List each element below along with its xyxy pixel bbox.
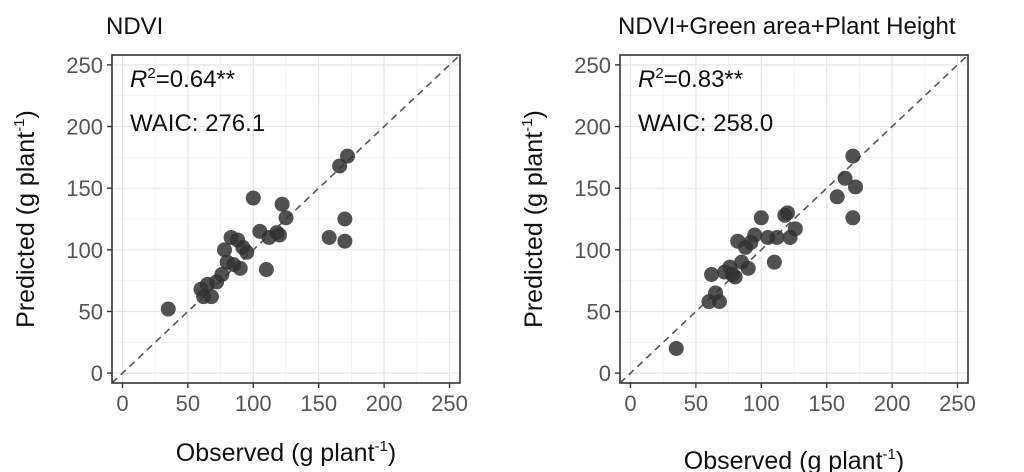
data-point [779,205,795,221]
x-tick-label: 200 [366,391,403,416]
data-point [339,148,355,164]
y-tick-label: 0 [599,361,611,386]
data-point [711,294,727,310]
data-point [160,301,176,317]
r2-annotation: R2=0.83** [638,65,743,93]
data-point [232,260,248,276]
y-tick-label: 100 [66,238,103,263]
y-tick-label: 200 [574,115,611,140]
waic-annotation: WAIC: 258.0 [638,110,773,137]
data-point [337,233,353,249]
data-point [787,221,803,237]
one-to-one-line [619,54,969,384]
x-tick-label: 250 [431,391,468,416]
x-tick-label: 100 [235,391,272,416]
x-tick-label: 100 [743,391,780,416]
y-axis-title: Predicted (g plant-1) [519,110,548,328]
data-point [845,148,861,164]
plot-frame [619,54,969,384]
data-point [845,210,861,226]
data-point [704,266,720,282]
data-point [766,254,782,270]
data-point [837,170,853,186]
x-axis-title: Observed (g plant-1) [176,438,396,467]
data-point [847,179,863,195]
y-tick-label: 100 [574,238,611,263]
x-tick-label: 0 [116,391,128,416]
x-axis-title: Observed (g plant-1) [684,446,904,472]
x-tick-label: 150 [300,391,337,416]
data-point [753,210,769,226]
y-tick-label: 250 [574,53,611,78]
y-tick-label: 200 [66,115,103,140]
x-tick-label: 0 [624,391,636,416]
data-point [271,227,287,243]
y-tick-label: 250 [66,53,103,78]
plot-frame [111,54,461,384]
x-tick-label: 200 [874,391,911,416]
data-point [214,266,230,282]
panel-title: NDVI+Green area+Plant Height [618,13,956,40]
data-point [245,190,261,206]
one-to-one-line [111,54,461,384]
data-point [747,227,763,243]
data-point [727,269,743,285]
panel-title: NDVI [106,13,163,40]
y-tick-label: 0 [91,361,103,386]
x-tick-label: 150 [808,391,845,416]
data-point [337,211,353,227]
data-point [239,244,255,260]
r2-annotation: R2=0.64** [130,65,235,93]
y-tick-label: 50 [587,299,611,324]
data-point [258,262,274,278]
data-point [829,189,845,205]
y-axis-title: Predicted (g plant-1) [11,110,40,328]
waic-annotation: WAIC: 276.1 [130,110,265,137]
data-point [203,289,219,305]
data-point [278,210,294,226]
panel-ndvi-green-area-plant-height: NDVI+Green area+Plant Height 0 50 100 150 20… [519,13,976,472]
data-point [217,242,233,258]
y-tick-label: 150 [66,176,103,201]
data-point [668,340,684,356]
y-tick-label: 150 [574,176,611,201]
data-point [769,229,785,245]
data-point [740,260,756,276]
x-tick-label: 50 [176,391,200,416]
y-tick-label: 50 [79,299,103,324]
x-tick-label: 250 [939,391,976,416]
data-point [321,229,337,245]
data-point [274,196,290,212]
panel-ndvi: NDVI 0 50 100 150 200 250 0 50 100 150 200 250 R2=0.… [11,13,468,467]
x-tick-label: 50 [684,391,708,416]
